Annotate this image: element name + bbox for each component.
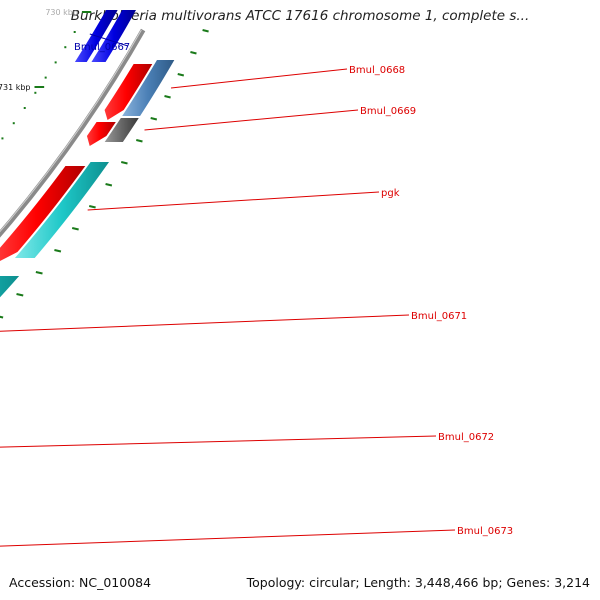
scale-dot	[64, 46, 67, 49]
feature-ring-dash	[202, 29, 209, 33]
feature-ring-dash	[16, 293, 24, 297]
feature-ring-dash	[136, 139, 143, 143]
gene-label: Bmul_0669	[360, 106, 416, 117]
feature-ring-dash	[105, 183, 113, 187]
feature-ring-dash	[177, 73, 185, 77]
scale-dot	[34, 91, 37, 94]
leader-line	[170, 68, 348, 89]
scale-dot	[44, 76, 47, 79]
feature-ring-dash	[35, 271, 43, 275]
scale-tick-label: 730 kbp	[45, 8, 78, 17]
leader-line	[0, 314, 410, 332]
leader-line	[0, 529, 456, 547]
gene-bmul_0669	[86, 118, 139, 146]
feature-ring-dash	[71, 227, 79, 231]
gene-pgk	[0, 162, 110, 262]
feature-ring-dash	[190, 51, 197, 55]
cds-arrow	[104, 64, 153, 120]
gene-bmul_0671	[0, 276, 20, 298]
gene-block	[91, 10, 136, 62]
gene-label: Bmul_0667	[74, 42, 130, 53]
cds-arrow	[0, 166, 86, 262]
backbone-arc	[0, 28, 146, 238]
gene-block	[104, 118, 139, 142]
leader-line	[0, 435, 437, 448]
feature-ring-dash	[150, 117, 158, 121]
scale-dot	[23, 107, 26, 109]
cds-arrow	[86, 122, 116, 146]
scale-dot	[12, 122, 15, 125]
backbone-highlight	[0, 29, 142, 233]
gene-bmul_0668	[104, 60, 175, 120]
gene-label: Bmul_0672	[438, 432, 494, 443]
gene-block	[14, 162, 110, 258]
accession-text: Accession: NC_010084	[9, 575, 152, 590]
feature-ring-dash	[121, 161, 128, 165]
scale-dot	[73, 31, 76, 33]
leader-line	[89, 33, 129, 47]
leader-line	[87, 191, 380, 211]
leader-line	[144, 109, 359, 131]
feature-ring-dash	[164, 95, 171, 99]
gene-label: pgk	[381, 188, 400, 199]
topology-text: Topology: circular; Length: 3,448,466 bp…	[246, 575, 590, 590]
feature-ring-dash	[54, 249, 62, 253]
gene-block	[122, 60, 175, 116]
gene-label: Bmul_0668	[349, 65, 405, 76]
gene-label: Bmul_0673	[457, 526, 513, 537]
gene-block	[0, 276, 20, 298]
gene-label: Bmul_0671	[411, 311, 467, 322]
scale-tick-label: 731 kbp	[0, 83, 30, 92]
feature-ring-dash	[0, 315, 4, 319]
scale-dot	[1, 137, 4, 140]
feature-ring-dash	[88, 205, 96, 209]
scale-dot	[54, 61, 57, 64]
map-title: Burkholderia multivorans ATCC 17616 chro…	[70, 8, 530, 24]
